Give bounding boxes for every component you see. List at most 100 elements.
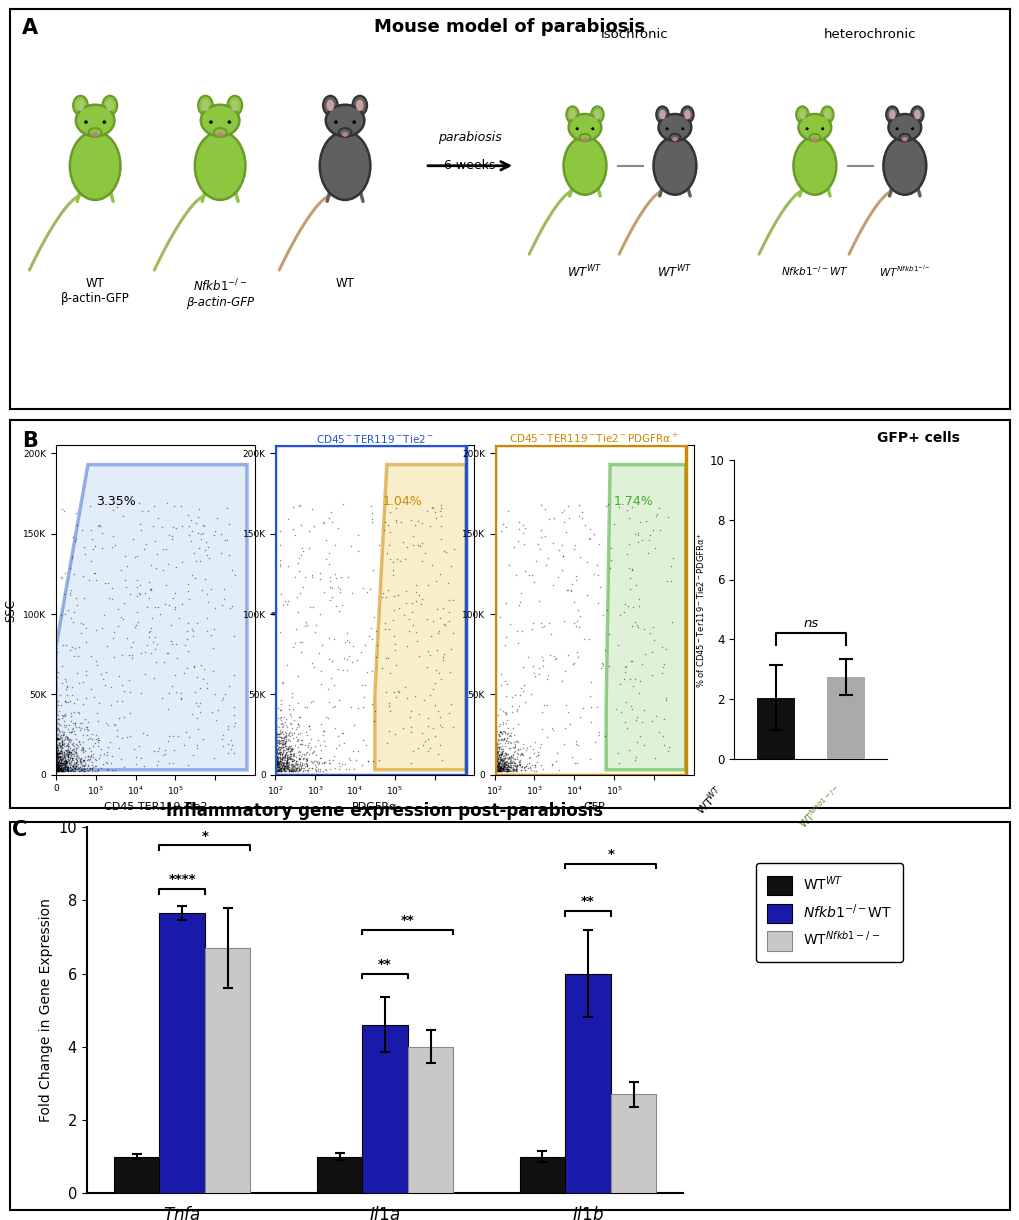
Point [494,752,511,771]
Point [486,756,502,776]
Point [48,743,64,762]
Point [492,722,508,742]
Point [75,756,92,776]
Point [336,754,353,773]
Point [494,759,511,778]
Point [294,749,311,769]
Point [532,520,548,539]
Point [498,759,515,778]
Point [505,755,522,775]
Point [496,752,513,771]
Point [444,623,461,643]
Point [290,754,307,773]
Point [657,691,674,710]
Point [285,723,302,743]
Point [501,732,518,752]
Point [48,761,64,781]
Point [330,691,346,710]
Point [492,760,508,780]
Point [268,705,284,725]
Point [281,727,298,747]
Point [221,515,237,534]
Point [530,590,546,610]
Point [58,715,74,734]
Point [75,741,92,760]
Point [529,745,545,765]
Point [304,758,320,777]
Point [526,755,542,775]
Point [519,738,535,758]
Point [275,759,291,778]
Point [48,753,64,772]
Point [161,526,177,545]
Point [514,738,530,758]
Point [273,748,289,767]
Point [274,733,290,753]
Ellipse shape [593,110,600,120]
Point [62,747,78,766]
Point [85,747,101,766]
Point [432,516,448,536]
Ellipse shape [899,134,909,142]
Point [271,750,287,770]
Point [54,656,70,676]
Point [490,759,506,778]
Point [54,754,70,773]
Point [270,754,286,773]
Point [500,756,517,776]
Point [274,748,290,767]
Point [283,758,300,777]
Point [317,752,333,771]
Point [620,597,636,616]
Point [50,741,66,760]
Point [492,739,508,759]
Point [53,741,69,760]
Point [493,761,510,781]
Point [167,583,183,603]
Point [278,728,294,748]
Point [491,748,507,767]
Point [272,754,288,773]
Point [499,710,516,730]
Point [490,755,506,775]
Point [282,749,299,769]
Ellipse shape [195,132,246,200]
Point [494,722,511,742]
Ellipse shape [103,95,117,115]
Point [53,760,69,780]
Point [486,758,502,777]
Point [67,743,84,762]
Point [275,728,291,748]
Point [298,749,314,769]
Point [271,760,287,780]
Point [179,659,196,678]
Point [623,651,639,671]
Point [268,758,284,777]
Point [488,741,504,760]
Point [199,608,215,627]
Point [271,720,287,739]
Text: A: A [22,18,39,38]
Point [489,738,505,758]
Point [192,693,208,712]
Point [413,594,429,614]
Point [506,760,523,780]
Point [54,569,70,588]
Point [53,760,69,780]
Point [505,754,522,773]
Point [490,752,506,771]
Point [269,750,285,770]
Point [62,758,78,777]
Point [286,734,303,754]
Point [62,758,78,777]
Point [50,728,66,748]
Point [104,537,120,556]
Point [539,548,555,567]
Point [51,758,67,777]
Point [69,515,86,534]
Point [495,753,512,772]
Ellipse shape [681,127,684,131]
Point [59,758,75,777]
Point [61,743,77,762]
Point [75,672,92,692]
